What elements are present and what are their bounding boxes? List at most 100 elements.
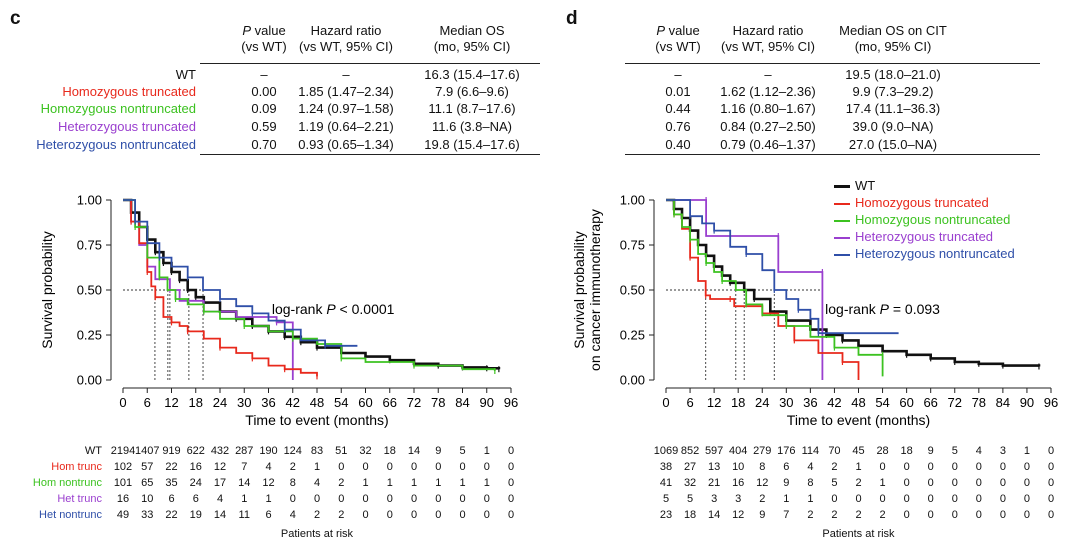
table-cell: 7.9 (6.6–9.6) — [435, 84, 509, 99]
risk-cell: 0 — [879, 493, 886, 505]
x-tick-label: 48 — [310, 395, 324, 410]
risk-cell: 190 — [259, 445, 278, 457]
panel-c: c P value (vs WT) Hazard ratio (vs WT, 95% … — [10, 8, 540, 540]
x-tick-label: 84 — [996, 395, 1010, 410]
x-tick-label: 90 — [1020, 395, 1034, 410]
km-curve-hom_nontrunc — [123, 199, 496, 371]
risk-cell: 9 — [759, 509, 766, 521]
risk-cell: 0 — [386, 493, 393, 505]
risk-cell: 0 — [362, 461, 369, 473]
panel-d: d P value (vs WT) Hazard ratio (vs WT, 95% … — [540, 0, 1080, 557]
risk-cell: 0 — [507, 493, 515, 505]
risk-cell: 2 — [831, 509, 838, 521]
risk-cell: 1 — [459, 477, 466, 489]
table-header: Hazard ratio (vs WT, 95% CI) — [721, 23, 815, 54]
risk-cell: 0 — [903, 461, 910, 473]
risk-cell: 1 — [410, 477, 418, 489]
risk-cell: 124 — [283, 445, 302, 457]
x-tick-label: 36 — [803, 395, 817, 410]
risk-cell: 0 — [999, 493, 1006, 505]
risk-cell: 2 — [855, 477, 862, 489]
legend-item-het_nontrunc: Heterozygous nontruncated — [834, 246, 1015, 261]
y-tick-label: 0.00 — [620, 373, 645, 388]
risk-cell: 18 — [683, 509, 697, 521]
y-axis-label: Survival probability — [39, 231, 55, 349]
risk-cell: 919 — [162, 445, 181, 457]
risk-cell: 1 — [435, 477, 442, 489]
table-rule — [625, 63, 1040, 64]
risk-cell: 0 — [903, 477, 910, 489]
risk-cell: 0 — [459, 461, 466, 473]
risk-row-label: WT — [84, 445, 102, 457]
risk-table-title: Patients at risk — [822, 528, 895, 540]
table-cell: 0.84 (0.27–2.50) — [720, 119, 816, 134]
table-cell: 0.93 (0.65–1.34) — [298, 137, 394, 152]
table-rule — [200, 63, 540, 64]
risk-cell: 57 — [141, 461, 154, 473]
risk-cell: 9 — [927, 445, 934, 457]
table-cell: 27.0 (15.0–NA) — [848, 137, 938, 152]
x-tick-label: 60 — [899, 395, 913, 410]
risk-cell: 0 — [507, 509, 515, 521]
table-cell: 1.85 (1.47–2.34) — [298, 84, 394, 99]
x-tick-label: 30 — [779, 395, 793, 410]
risk-cell: 1 — [483, 445, 490, 457]
risk-cell: 5 — [662, 493, 670, 505]
risk-cell: 7 — [783, 509, 790, 521]
risk-cell: 176 — [777, 445, 796, 457]
risk-cell: 8 — [759, 461, 766, 473]
km-plot-c: 0 6 12 18 24 30 36 42 48 54 60 66 72 78 84 90 96 Time to … — [39, 193, 518, 429]
risk-cell: 17 — [213, 477, 227, 489]
risk-cell: 0 — [483, 509, 490, 521]
risk-cell: 45 — [852, 445, 865, 457]
risk-cell: 0 — [1023, 493, 1030, 505]
legend-item-hom_trunc: Homozygous truncated — [834, 195, 989, 210]
risk-cell: 3 — [735, 493, 742, 505]
risk-cell: 16 — [116, 493, 130, 505]
risk-cell: 6 — [192, 493, 199, 505]
risk-cell: 49 — [116, 509, 130, 521]
risk-cell: 432 — [210, 445, 230, 457]
risk-cell: 0 — [386, 461, 393, 473]
risk-cell: 0 — [1047, 509, 1055, 521]
risk-cell: 0 — [410, 493, 418, 505]
table-cell: 0.00 — [251, 84, 277, 99]
x-tick-label: 54 — [334, 395, 348, 410]
risk-cell: 70 — [828, 445, 841, 457]
risk-cell: 32 — [359, 445, 372, 457]
x-tick-label: 78 — [972, 395, 986, 410]
x-tick-label: 6 — [144, 395, 151, 410]
x-axis-label: Time to event (months) — [245, 412, 388, 428]
risk-cell: 0 — [831, 493, 838, 505]
risk-cell: 32 — [683, 477, 697, 489]
table-cell: 0.09 — [251, 101, 277, 116]
risk-cell: 0 — [483, 493, 490, 505]
risk-cell: 6 — [168, 493, 175, 505]
risk-cell: 0 — [999, 461, 1006, 473]
risk-cell: 4 — [975, 445, 982, 457]
legend-item-hom_nontrunc: Homozygous nontruncated — [834, 212, 1010, 227]
risk-cell: 1 — [879, 477, 886, 489]
risk-cell: 1 — [241, 493, 248, 505]
table-cell: – — [260, 67, 268, 82]
table-rule — [625, 154, 1040, 155]
risk-cell: 0 — [975, 461, 982, 473]
table-header: Median OS (mo, 95% CI) — [433, 23, 511, 54]
y-tick-label: 1.00 — [77, 193, 102, 208]
risk-cell: 0 — [1047, 477, 1055, 489]
risk-cell: 83 — [310, 445, 324, 457]
risk-cell: 0 — [999, 509, 1006, 521]
table-header: Median OS on CIT (mo, 95% CI) — [839, 23, 947, 54]
legend-label: WT — [855, 178, 876, 193]
risk-cell: 4 — [289, 509, 296, 521]
risk-cell: 101 — [113, 477, 133, 489]
table-header: P value (vs WT) — [655, 23, 701, 54]
risk-row-label: Hom nontrunc — [32, 477, 102, 489]
risk-cell: 38 — [659, 461, 673, 473]
legend-swatch — [834, 253, 850, 256]
risk-cell: 65 — [141, 477, 154, 489]
risk-cell: 0 — [386, 509, 393, 521]
table-cell: 17.4 (11.1–36.3) — [845, 101, 941, 116]
risk-cell: 0 — [975, 509, 982, 521]
table-cell: – — [764, 67, 772, 82]
